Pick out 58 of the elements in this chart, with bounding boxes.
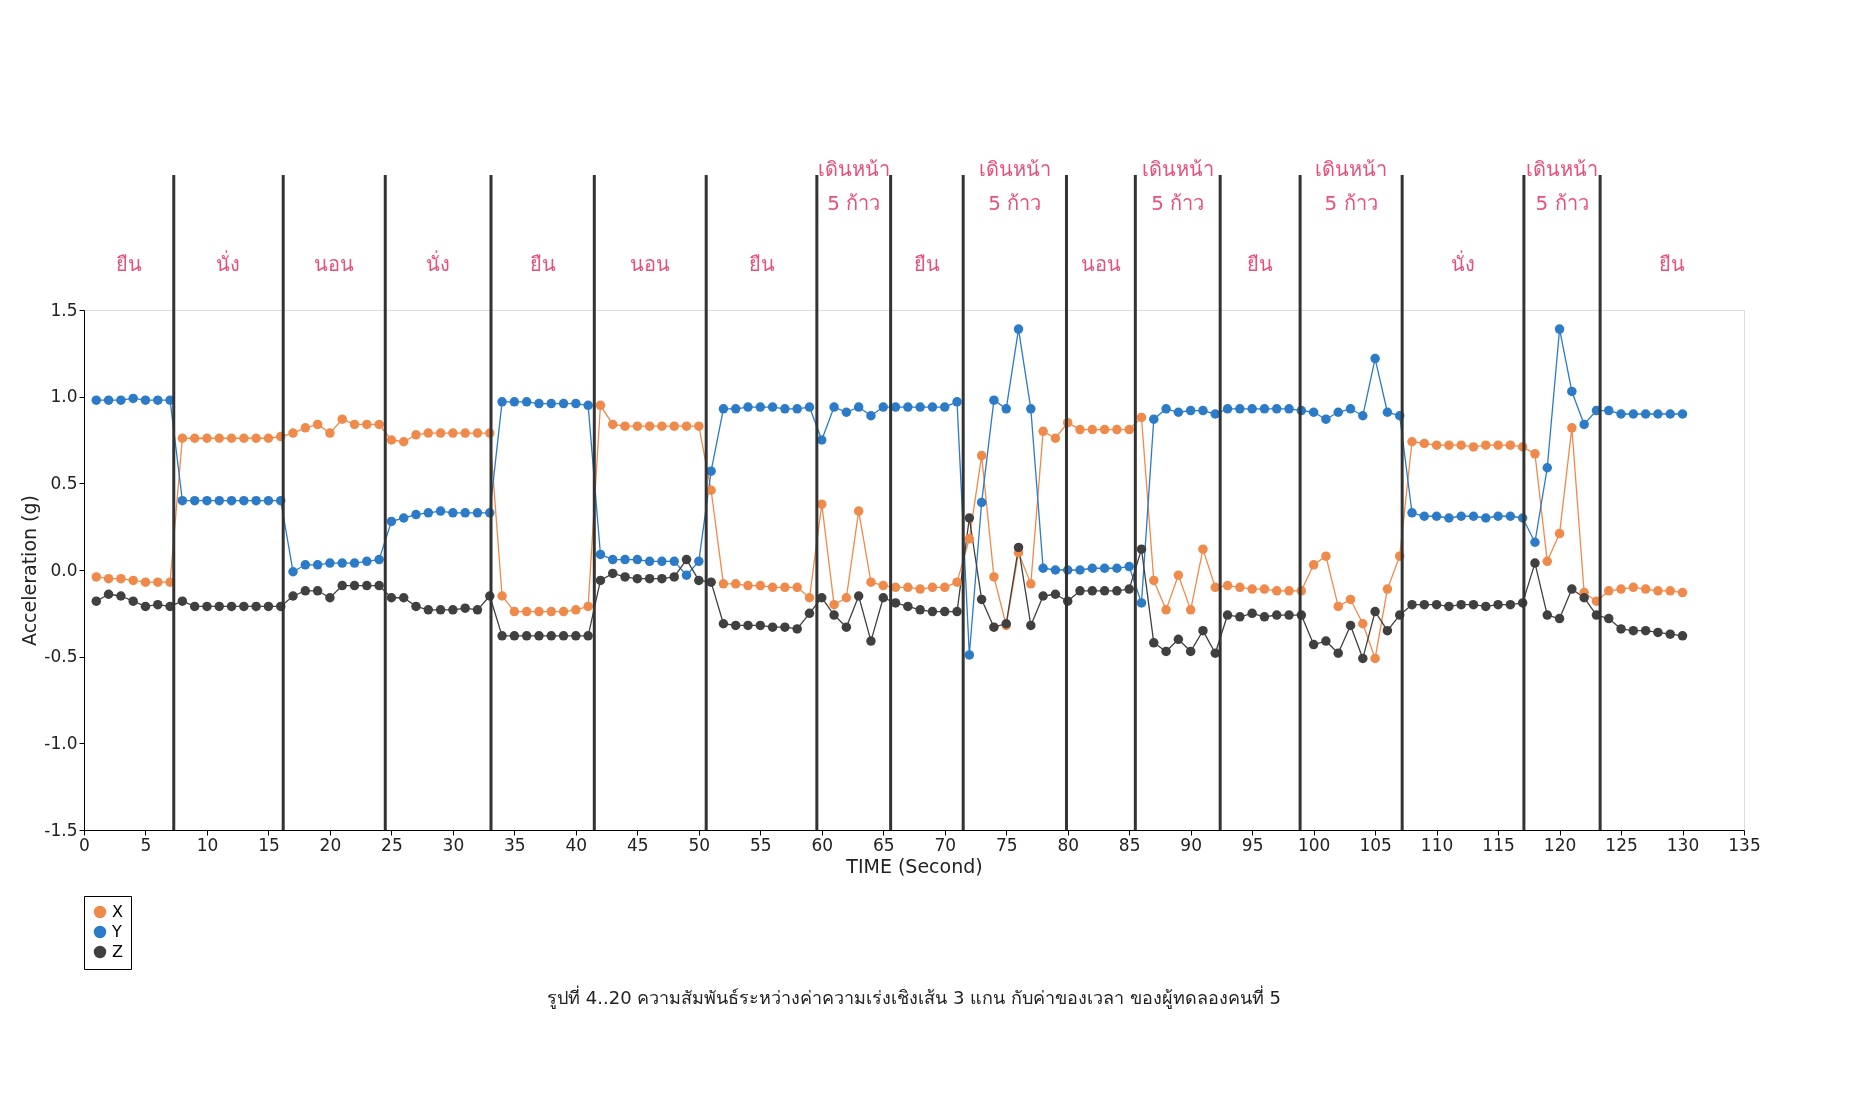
x-tick-label: 105 [1359, 834, 1392, 855]
x-tick-label: 45 [627, 834, 649, 855]
x-tick-label: 85 [1118, 834, 1141, 855]
x-tick-label: 30 [442, 834, 465, 855]
x-tick-label: 60 [811, 834, 834, 855]
text: นอน [1080, 252, 1121, 276]
text: นอน [314, 252, 355, 276]
x-tick-label: 5 [140, 834, 152, 855]
text: เดินหน้า 5 ก้าว [1526, 157, 1599, 215]
legend-label: Z [112, 942, 123, 961]
x-tick-label: 20 [319, 834, 342, 855]
text: ยืน [1247, 252, 1274, 276]
x-tick-label: 55 [749, 834, 772, 855]
x-tick-label: 125 [1605, 834, 1638, 855]
text: นอน [630, 252, 671, 276]
y-tick-label: -1.5 [44, 819, 78, 840]
x-tick-label: 100 [1297, 834, 1331, 855]
x-tick-label: 15 [258, 834, 280, 855]
text: เดินหน้า 5 ก้าว [1141, 157, 1214, 215]
text: ยืน [913, 252, 940, 276]
y-axis-title: Acceleration (g) [18, 495, 41, 646]
x-axis-title: TIME (Second) [845, 854, 983, 877]
x-tick-label: 95 [1241, 834, 1264, 855]
x-tick-label: 75 [995, 834, 1018, 855]
text: ยืน [1659, 252, 1686, 276]
y-tick-label: -0.5 [44, 646, 78, 667]
x-tick-label: 40 [565, 834, 588, 855]
x-tick-label: 35 [504, 834, 526, 855]
x-tick-label: 0 [79, 834, 90, 855]
x-tick-label: 110 [1420, 834, 1454, 855]
x-tick-label: 80 [1057, 834, 1080, 855]
x-tick-label: 90 [1180, 834, 1202, 855]
x-tick-label: 120 [1543, 834, 1577, 855]
text: นั่ง [426, 250, 451, 276]
x-tick-label: 10 [196, 834, 219, 855]
x-tick-label: 25 [381, 834, 403, 855]
text: เดินหน้า 5 ก้าว [817, 157, 890, 215]
text: เดินหน้า 5 ก้าว [1315, 157, 1388, 215]
text: เดินหน้า 5 ก้าว [978, 157, 1051, 215]
x-tick-label: 65 [872, 834, 895, 855]
x-tick-label: 115 [1482, 834, 1515, 855]
x-tick-label: 130 [1666, 834, 1700, 855]
x-tick-label: 135 [1728, 834, 1761, 855]
x-tick-label: 50 [688, 834, 711, 855]
text: นั่ง [216, 250, 241, 276]
text: ยืน [529, 252, 556, 276]
text: ยืน [115, 252, 142, 276]
y-tick-label: 0.5 [50, 472, 78, 493]
text: ยืน [748, 252, 775, 276]
legend-label: X [112, 902, 123, 921]
text: รูปที่ 4..20 ความสัมพันธ์ระหว่างค่าความเร่งเชิงเส้น 3 แกน กับค่าของเวลา ของผู้ทดลองคนที่ 5 [547, 984, 1281, 1009]
x-tick-label: 70 [934, 834, 957, 855]
y-tick-label: 1.0 [50, 386, 78, 407]
y-tick-label: 0.0 [50, 559, 78, 580]
legend-label: Y [111, 922, 122, 941]
y-tick-label: 1.5 [50, 299, 78, 320]
text: นั่ง [1451, 250, 1476, 276]
y-tick-label: -1.0 [44, 732, 78, 753]
